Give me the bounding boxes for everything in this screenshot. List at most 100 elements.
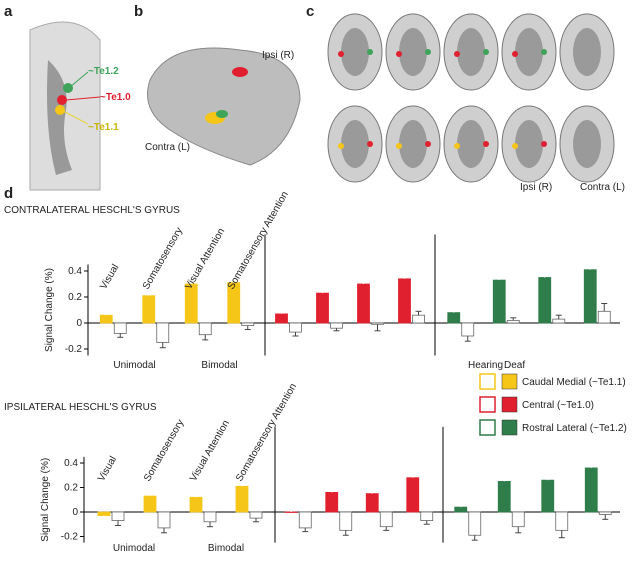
deaf-bar xyxy=(538,277,552,324)
roi xyxy=(483,49,489,55)
roi xyxy=(216,110,228,118)
deaf-bar xyxy=(189,496,203,513)
category-label: Visual xyxy=(96,455,119,484)
hearing-bar xyxy=(506,319,520,324)
y-tick-label: 0.4 xyxy=(64,458,78,469)
legend-swatch xyxy=(479,396,496,413)
axial-slices xyxy=(327,13,615,183)
roi xyxy=(541,141,547,147)
roi xyxy=(55,105,65,115)
panel-label: a xyxy=(4,3,13,20)
pointer xyxy=(62,110,89,125)
brain-3d xyxy=(147,47,301,166)
deaf-bar xyxy=(99,314,113,324)
deaf-bar xyxy=(143,495,157,513)
roi xyxy=(63,83,73,93)
roi xyxy=(396,51,402,57)
category-label: Somatosensory xyxy=(142,418,186,484)
slice-core xyxy=(573,120,601,168)
hearing-bar xyxy=(113,322,127,334)
hearing-bar xyxy=(203,511,217,523)
hearing-bar xyxy=(461,322,475,337)
hearing-bar xyxy=(289,322,302,333)
legend-swatch xyxy=(501,419,518,436)
y-tick-label: 0.2 xyxy=(68,292,82,303)
roi xyxy=(232,67,248,77)
hearing-bar xyxy=(555,511,569,531)
category-label: Visual Attention xyxy=(183,226,227,291)
deaf-bar xyxy=(365,493,379,513)
brain-tissue xyxy=(47,60,72,175)
group-label: Unimodal xyxy=(113,543,155,554)
roi xyxy=(541,49,547,55)
deaf-bar xyxy=(406,477,420,513)
y-tick-label: 0 xyxy=(72,507,78,518)
panel-label: c xyxy=(306,3,314,20)
y-axis-label: Signal Change (%) xyxy=(44,268,55,352)
roi xyxy=(483,141,489,147)
hearing-bar xyxy=(156,322,170,343)
deaf-bar xyxy=(284,511,298,513)
roi xyxy=(57,95,67,105)
deaf-bar xyxy=(325,492,339,513)
hearing-bar xyxy=(330,322,343,329)
hearing-bar xyxy=(298,511,312,529)
deaf-bar xyxy=(142,295,156,324)
hearing-bar xyxy=(511,511,525,528)
hearing-bar xyxy=(379,511,393,528)
y-tick-label: -0.2 xyxy=(61,531,79,542)
legend-swatch xyxy=(501,373,518,390)
pointer xyxy=(69,71,89,88)
roi xyxy=(512,143,518,149)
slice-core xyxy=(515,120,543,168)
hearing-bar xyxy=(420,511,434,521)
legend-swatch xyxy=(479,373,496,390)
category-label: Somatosensory Attention xyxy=(234,382,299,484)
roi xyxy=(367,49,373,55)
deaf-bar xyxy=(357,283,370,324)
legend: Hearing Deaf Caudal Medial (~Te1.1) Central… xyxy=(468,360,627,436)
group-label: Unimodal xyxy=(113,360,155,371)
legend-swatch xyxy=(479,419,496,436)
hearing-bar xyxy=(552,318,566,324)
roi xyxy=(367,141,373,147)
y-tick-label: 0 xyxy=(76,318,82,329)
category-label: Visual Attention xyxy=(188,418,232,483)
y-axis-label: Signal Change (%) xyxy=(40,458,51,542)
side-label: Contra (L) xyxy=(580,182,625,193)
y-tick-label: 0.4 xyxy=(68,266,82,277)
roi xyxy=(396,143,402,149)
hearing-bar xyxy=(111,511,125,521)
hearing-bar xyxy=(468,511,482,536)
slice-core xyxy=(341,120,369,168)
charts: CONTRALATERAL HESCHL'S GYRUS Signal Chang… xyxy=(4,190,620,554)
pointer xyxy=(65,96,101,101)
deaf-bar xyxy=(454,506,468,513)
deaf-bar xyxy=(541,479,555,513)
roi xyxy=(454,143,460,149)
hearing-bar xyxy=(412,314,425,324)
legend-label: Rostral Lateral (~Te1.2) xyxy=(522,423,627,434)
roi xyxy=(338,51,344,57)
hearing-bar xyxy=(198,322,212,336)
roi-label: ~Te1.0 xyxy=(100,92,131,103)
category-label: Somatosensory Attention xyxy=(226,190,291,292)
slice-core xyxy=(457,120,485,168)
legend-swatch xyxy=(501,396,518,413)
legend-label: Caudal Medial (~Te1.1) xyxy=(522,377,626,388)
deaf-bar xyxy=(497,480,511,513)
y-tick-label: 0.2 xyxy=(64,483,78,494)
deaf-bar xyxy=(398,278,411,324)
legend-column: Hearing xyxy=(468,360,503,371)
deaf-bar xyxy=(97,511,111,517)
chart-title: CONTRALATERAL HESCHL'S GYRUS xyxy=(4,205,180,216)
hearing-bar xyxy=(339,511,353,531)
roi xyxy=(454,51,460,57)
slice-core xyxy=(399,120,427,168)
roi xyxy=(338,143,344,149)
roi xyxy=(512,51,518,57)
deaf-bar xyxy=(316,292,329,324)
panel-label: d xyxy=(4,185,13,202)
roi xyxy=(425,141,431,147)
